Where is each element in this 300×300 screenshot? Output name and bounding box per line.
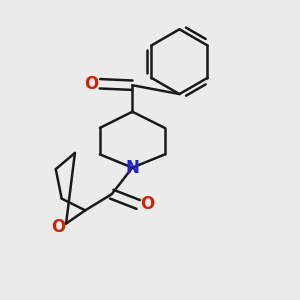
Text: O: O xyxy=(140,196,154,214)
Text: O: O xyxy=(84,75,98,93)
Text: N: N xyxy=(125,159,139,177)
Text: O: O xyxy=(52,218,66,236)
